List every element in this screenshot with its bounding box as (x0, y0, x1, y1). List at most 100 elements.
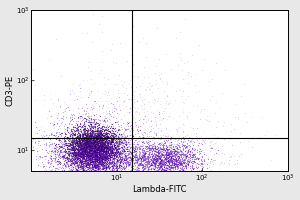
Point (118, 138, 123, 141)
Point (146, 159, 151, 162)
Point (146, 161, 150, 164)
Point (80, 156, 85, 160)
Point (178, 160, 183, 163)
Point (141, 154, 146, 157)
Point (186, 148, 190, 151)
Point (141, 98, 146, 101)
Point (86, 135, 91, 138)
Point (78, 133, 82, 136)
Point (134, 152, 139, 155)
Point (97, 164, 101, 167)
Point (84, 129, 89, 132)
Point (97, 132, 102, 135)
Point (97, 140, 101, 143)
Point (166, 153, 171, 157)
Point (159, 165, 164, 168)
Point (94, 153, 99, 156)
Point (141, 131, 146, 134)
Point (165, 164, 170, 167)
Point (79, 148, 84, 151)
Point (152, 161, 157, 164)
Point (86, 139, 91, 142)
Point (97, 143, 102, 146)
Point (146, 168, 151, 171)
Point (91, 151, 96, 154)
Point (82, 147, 87, 151)
Point (107, 145, 112, 148)
Point (166, 160, 171, 163)
Point (177, 145, 182, 148)
Point (83, 157, 88, 160)
Point (198, 163, 203, 167)
Point (98, 134, 102, 137)
Point (98, 144, 103, 147)
Point (77, 150, 82, 153)
Point (150, 147, 155, 150)
Point (141, 143, 146, 146)
Point (104, 152, 109, 156)
Point (97, 135, 102, 138)
Point (85, 149, 90, 152)
Point (66, 155, 71, 158)
Point (159, 153, 164, 156)
Point (126, 160, 131, 163)
Point (153, 154, 158, 157)
Point (83, 122, 88, 126)
Point (154, 168, 159, 172)
Point (72, 113, 77, 116)
Point (158, 160, 162, 163)
Point (70, 158, 75, 162)
Point (89, 158, 94, 162)
Point (106, 140, 111, 143)
Point (83, 139, 88, 142)
Point (80, 150, 85, 153)
Point (146, 141, 151, 144)
Point (178, 157, 183, 161)
Point (105, 169, 110, 172)
Point (117, 109, 122, 112)
Point (149, 162, 154, 165)
Point (44, 143, 49, 146)
Point (141, 149, 146, 152)
Point (180, 159, 185, 162)
Point (107, 166, 112, 169)
Point (109, 149, 114, 152)
Point (77, 142, 82, 145)
Point (156, 143, 161, 146)
Point (88, 147, 92, 150)
Point (162, 156, 167, 159)
Point (62, 157, 67, 160)
Point (110, 136, 115, 139)
Point (158, 164, 163, 167)
Point (97, 118, 102, 121)
Point (180, 164, 185, 167)
Point (88, 154, 93, 157)
Point (93, 152, 98, 156)
Point (69, 132, 74, 136)
Point (128, 157, 133, 160)
Point (145, 156, 150, 160)
Point (162, 163, 167, 166)
Point (141, 148, 146, 151)
Point (95, 124, 100, 127)
Point (137, 170, 142, 173)
Point (197, 149, 202, 152)
Point (98, 136, 103, 139)
Point (102, 137, 107, 140)
Point (85, 143, 89, 146)
Point (111, 131, 116, 135)
Point (71, 108, 76, 112)
Point (147, 155, 152, 159)
Point (85, 153, 89, 156)
Point (91, 138, 95, 141)
Point (53, 134, 58, 137)
Point (74, 160, 79, 163)
Point (85, 147, 90, 150)
Point (63, 159, 68, 162)
Point (86, 157, 91, 161)
Point (78, 153, 83, 157)
Point (85, 137, 90, 140)
Point (159, 160, 164, 163)
Point (114, 164, 118, 167)
Point (59, 147, 64, 151)
